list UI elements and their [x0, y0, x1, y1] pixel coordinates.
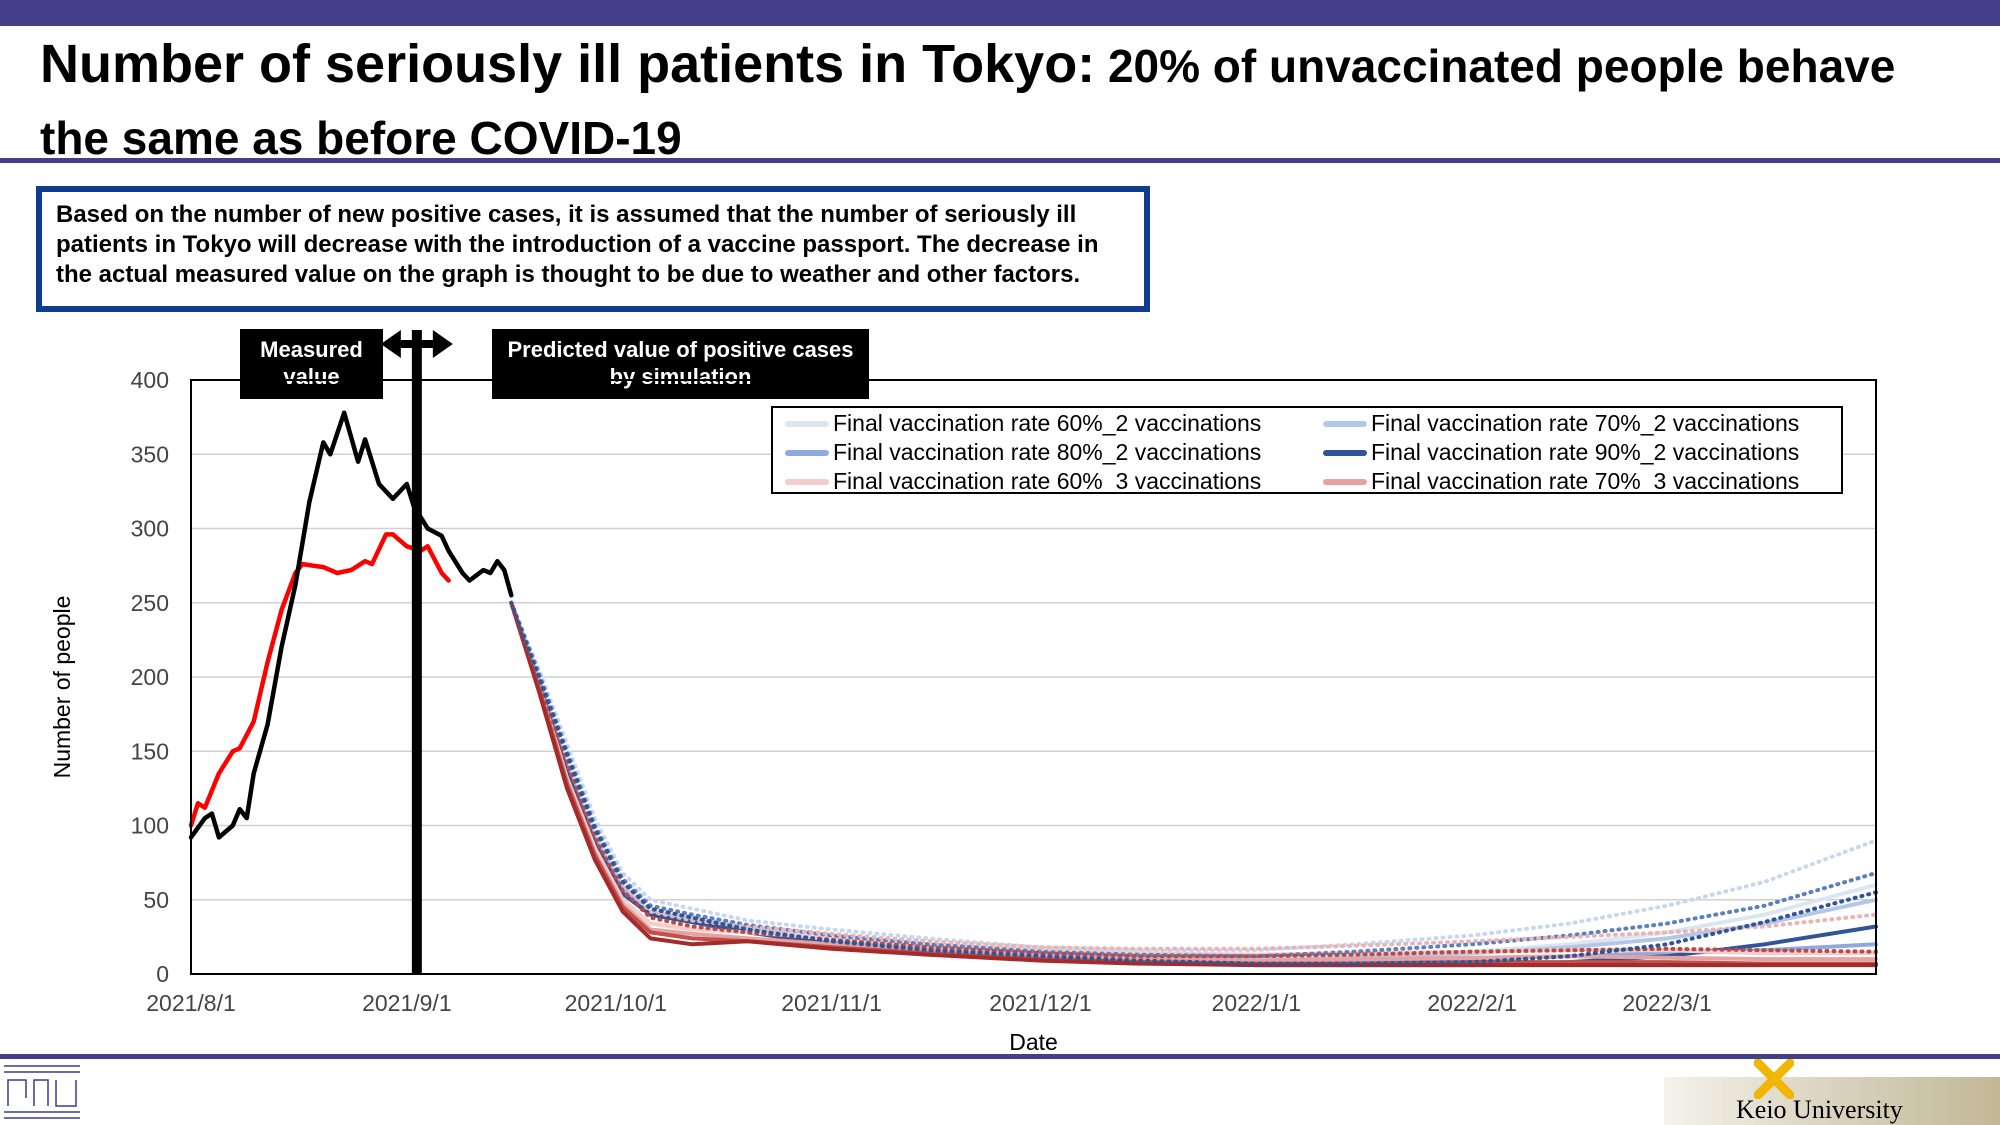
legend-item: Final vaccination rate 60%_2 vaccination… — [785, 409, 1261, 438]
series-line-13 — [509, 600, 1878, 966]
measured-line-1 — [188, 532, 451, 828]
x-tick-label: 2022/3/1 — [1622, 990, 1712, 1016]
legend-item: Final vaccination rate 80%_2 vaccination… — [785, 438, 1261, 467]
legend-swatch — [1323, 449, 1367, 456]
legend-item: Final vaccination rate 70%_3 vaccination… — [1323, 467, 1799, 496]
x-axis-ticks: 2021/8/1 2021/9/1 2021/10/1 2021/11/1 2021/1… — [146, 990, 1712, 1016]
explanation-box: Based on the number of new positive case… — [36, 186, 1150, 312]
series-line-4 — [509, 600, 1878, 968]
x-tick-label: 2021/11/1 — [781, 990, 882, 1016]
y-tick-label: 350 — [131, 441, 169, 467]
x-tick-label: 2021/8/1 — [146, 990, 236, 1016]
arrow-left-icon — [380, 330, 401, 358]
keio-university-text: Keio University — [1736, 1095, 1903, 1124]
legend-label: Final vaccination rate 70%_2 vaccination… — [1371, 410, 1800, 436]
x-tick-label: 2022/1/1 — [1212, 990, 1302, 1016]
measured-predicted-divider — [380, 330, 453, 975]
predicted-value-label: Predicted value of positive cases by sim… — [492, 329, 869, 399]
y-tick-label: 200 — [131, 664, 169, 690]
x-tick-label: 2021/12/1 — [989, 990, 1091, 1016]
y-tick-label: 100 — [131, 813, 169, 839]
institution-logo-icon — [4, 1065, 80, 1119]
legend-label: Final vaccination rate 80%_2 vaccination… — [833, 439, 1262, 465]
arrow-right-icon — [432, 330, 453, 358]
series-line-12 — [509, 600, 1878, 959]
plot-frame — [190, 379, 1877, 975]
legend-swatch — [785, 478, 829, 485]
legend-swatch — [785, 449, 829, 456]
x-tick-label: 2022/2/1 — [1427, 990, 1517, 1016]
y-tick-label: 0 — [156, 961, 169, 987]
legend-label: Final vaccination rate 90%_2 vaccination… — [1371, 439, 1800, 465]
series-line-7 — [509, 600, 1878, 966]
series-line-8 — [509, 600, 1878, 968]
line-chart: 0 50 100 150 200 250 300 350 400 2021/8/1 2021/9/… — [49, 330, 1878, 1054]
y-axis-ticks: 0 50 100 150 200 250 300 350 400 — [131, 367, 169, 987]
series-line-9 — [509, 600, 1878, 953]
pen-crossed-icon — [1754, 1059, 1794, 1099]
legend-label: Final vaccination rate 70%_3 vaccination… — [1371, 468, 1800, 494]
legend-swatch — [1323, 420, 1367, 427]
series-layer — [188, 410, 1878, 968]
explanation-text: Based on the number of new positive case… — [56, 201, 1099, 288]
title-underline — [0, 158, 2000, 163]
measured-value-label: Measured value — [240, 329, 383, 399]
x-tick-label: 2021/9/1 — [362, 990, 452, 1016]
x-tick-label: 2021/10/1 — [565, 990, 667, 1016]
legend-swatch — [785, 420, 829, 427]
title-main: Number of seriously ill patients in Toky… — [40, 34, 1096, 94]
series-line-5 — [509, 600, 1878, 957]
y-axis-label: Number of people — [49, 596, 75, 779]
legend-label: Final vaccination rate 60%_2 vaccination… — [833, 410, 1262, 436]
legend-swatch — [1323, 478, 1367, 485]
y-tick-label: 50 — [143, 887, 169, 913]
y-tick-label: 400 — [131, 367, 169, 393]
y-tick-label: 300 — [131, 516, 169, 542]
legend-label: Final vaccination rate 60%_3 vaccination… — [833, 468, 1262, 494]
footer-rule — [0, 1054, 2000, 1059]
legend-item: Final vaccination rate 90%_2 vaccination… — [1323, 438, 1799, 467]
chart-legend: Final vaccination rate 60%_2 vaccination… — [771, 406, 1843, 494]
title-subtitle: 20% of unvaccinated people behave the sa… — [40, 40, 1896, 164]
series-line-6 — [509, 600, 1878, 963]
top-accent-bar — [0, 0, 2000, 26]
measured-line-2 — [188, 410, 514, 840]
y-tick-label: 250 — [131, 590, 169, 616]
legend-item: Final vaccination rate 70%_2 vaccination… — [1323, 409, 1799, 438]
series-line-11 — [509, 600, 1878, 951]
keio-logo: Keio University — [1664, 1059, 2000, 1125]
legend-item: Final vaccination rate 60%_3 vaccination… — [785, 467, 1261, 496]
series-line-2 — [509, 600, 1878, 963]
y-tick-label: 150 — [131, 738, 169, 764]
slide-title: Number of seriously ill patients in Toky… — [40, 34, 1940, 180]
x-axis-label: Date — [1009, 1029, 1058, 1054]
series-line-3 — [509, 600, 1878, 965]
